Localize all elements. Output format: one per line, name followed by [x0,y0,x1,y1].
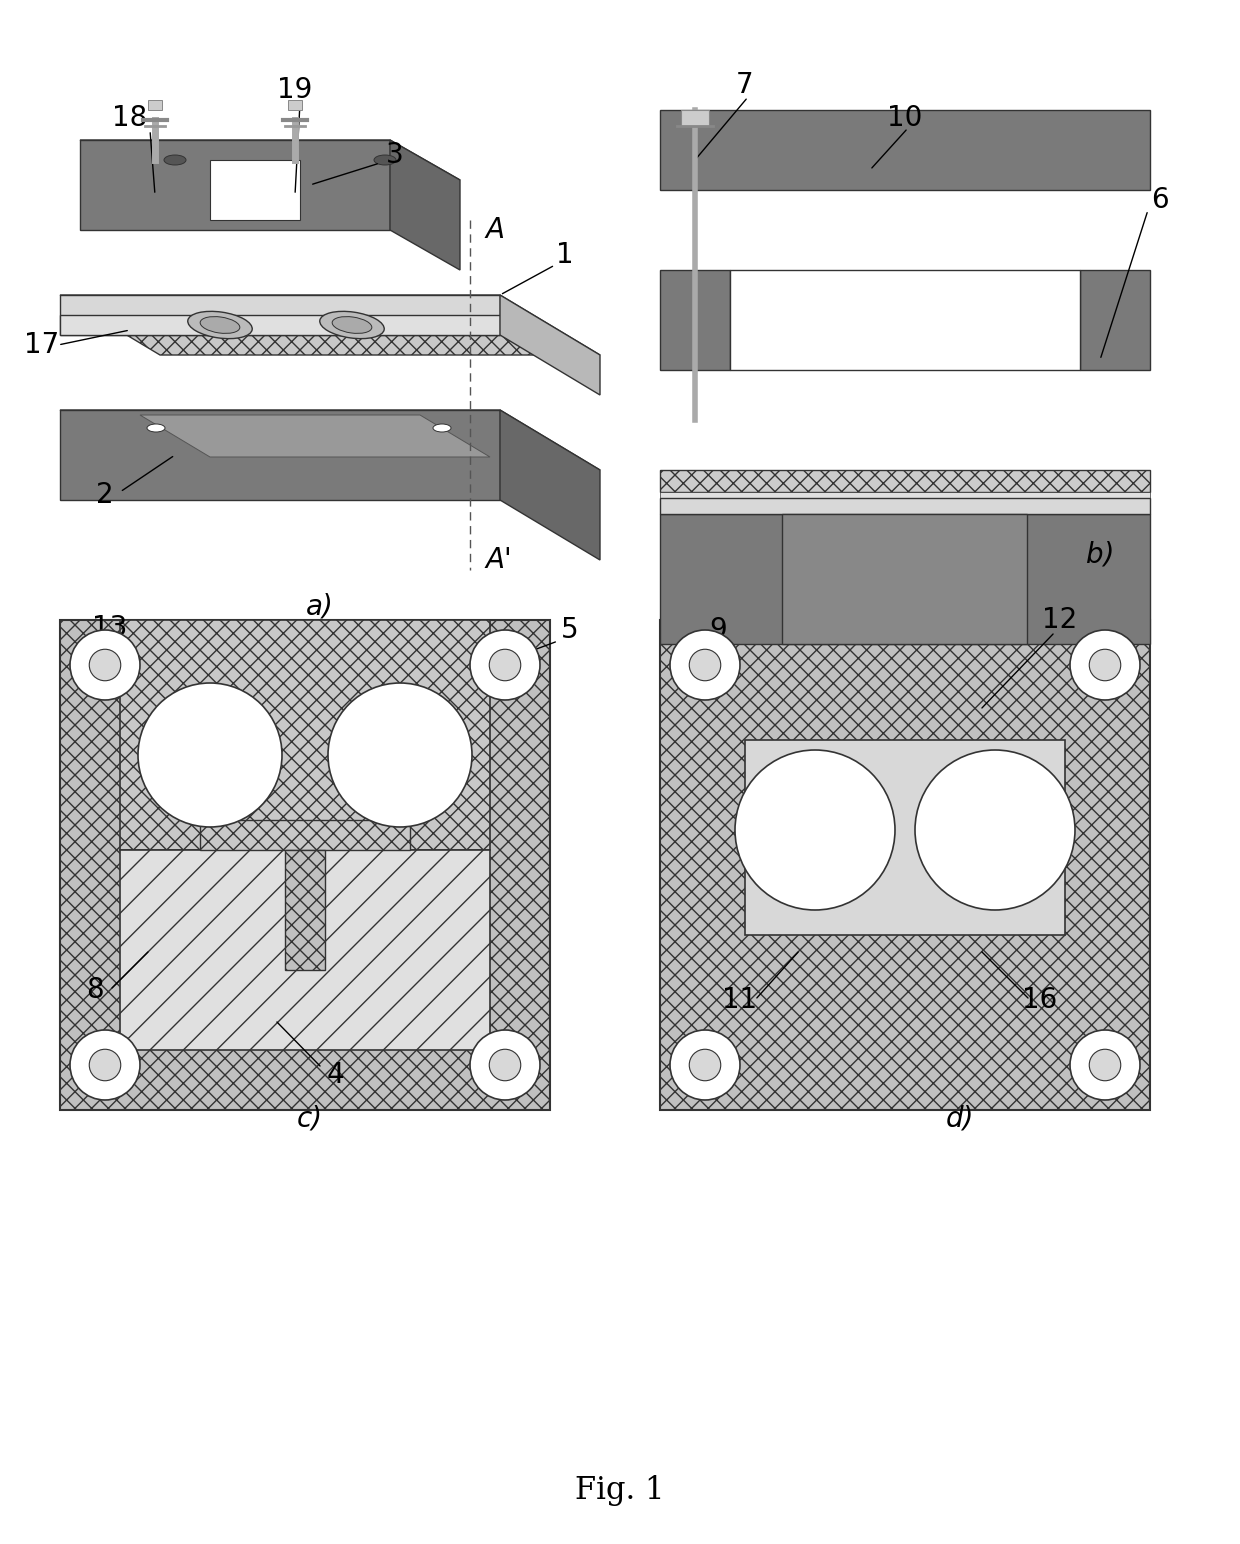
Circle shape [69,630,140,699]
Circle shape [915,750,1075,909]
Text: 11: 11 [723,987,758,1014]
Circle shape [670,630,740,699]
Circle shape [89,648,120,681]
Polygon shape [500,411,600,560]
Polygon shape [210,161,300,219]
Circle shape [89,1050,120,1081]
Polygon shape [60,315,500,335]
Circle shape [1089,1050,1121,1081]
Text: 5: 5 [562,616,579,644]
Polygon shape [60,411,500,500]
Text: A: A [485,216,503,244]
Circle shape [670,1030,740,1099]
Bar [745,740,1065,936]
Circle shape [490,1050,521,1081]
Text: A': A' [485,547,512,574]
Polygon shape [60,295,600,355]
Bar [120,621,490,851]
Text: 12: 12 [1043,605,1078,635]
Text: 3: 3 [386,141,404,168]
Circle shape [689,1050,720,1081]
Circle shape [689,648,720,681]
Ellipse shape [148,425,165,432]
Polygon shape [81,141,460,181]
Bar [60,621,551,1110]
Text: c): c) [296,1104,324,1132]
Bar [120,851,490,1050]
Text: b): b) [1086,540,1115,570]
Text: d): d) [946,1104,975,1132]
Bar [730,270,1080,371]
Circle shape [490,648,521,681]
Bar [660,493,1149,499]
Text: 1: 1 [557,241,574,269]
Circle shape [1089,648,1121,681]
Circle shape [735,750,895,909]
Bar [148,100,162,110]
Bar [782,514,1027,644]
Circle shape [1070,630,1140,699]
Text: 8: 8 [87,976,104,1004]
Ellipse shape [320,312,384,338]
Ellipse shape [164,154,186,165]
Ellipse shape [187,312,252,338]
Bar [1080,270,1149,371]
Circle shape [329,682,472,828]
Bar [200,820,410,851]
Ellipse shape [374,154,396,165]
Text: 7: 7 [737,71,754,99]
Ellipse shape [332,317,372,334]
Text: 6: 6 [1151,185,1169,215]
Bar [660,621,1149,1110]
Polygon shape [60,411,600,469]
Ellipse shape [200,317,239,334]
Bar [660,499,1149,514]
Polygon shape [391,141,460,270]
Text: 17: 17 [25,330,60,360]
Text: 4: 4 [326,1061,343,1089]
Circle shape [138,682,281,828]
Text: a): a) [306,591,334,621]
Text: 9: 9 [709,616,727,644]
Bar [660,270,730,371]
Text: 18: 18 [113,103,148,131]
Polygon shape [81,141,391,230]
Circle shape [470,1030,539,1099]
Circle shape [1070,1030,1140,1099]
Bar [285,851,325,970]
Polygon shape [500,295,600,395]
Circle shape [69,1030,140,1099]
Text: 10: 10 [888,103,923,131]
Bar [660,514,1149,644]
Bar [288,100,303,110]
Polygon shape [140,415,490,457]
Text: Fig. 1: Fig. 1 [575,1475,665,1505]
Polygon shape [60,295,500,335]
Bar [660,110,1149,190]
Ellipse shape [433,425,451,432]
Circle shape [470,630,539,699]
Bar [681,110,709,127]
Bar [660,469,1149,493]
Text: 13: 13 [92,615,128,642]
Text: 16: 16 [1022,987,1058,1014]
Text: 2: 2 [97,482,114,510]
Text: 19: 19 [278,76,312,103]
